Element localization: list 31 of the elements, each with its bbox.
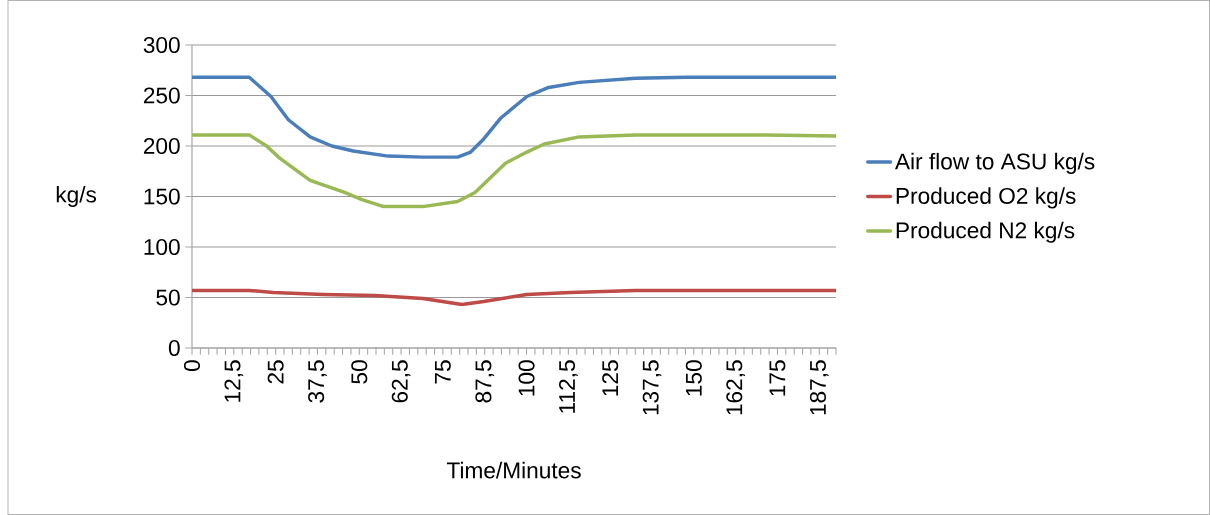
x-tick-label: 162,5 (726, 360, 746, 415)
x-tick-label: 187,5 (809, 360, 829, 415)
x-axis-title: Time/Minutes (446, 461, 581, 479)
x-tick-label: 0 (183, 360, 201, 372)
y-tick-label: 100 (144, 238, 180, 256)
y-tick-label: 150 (144, 188, 180, 205)
y-tick-label: 200 (143, 137, 180, 155)
x-tick-label: 150 (685, 360, 702, 396)
y-tick-label: 250 (143, 87, 180, 104)
legend-label: Produced O2 kg/s (896, 187, 1076, 209)
x-tick-label: 25 (267, 360, 284, 384)
y-tick-label: 50 (156, 289, 180, 306)
y-tick-label: 0 (168, 339, 180, 357)
y-axis-title: kg/s (56, 185, 97, 208)
line-series (192, 133, 836, 209)
x-tick-label: 100 (518, 360, 535, 396)
legend-label: Air flow to ASU kg/s (894, 152, 1095, 174)
line-series (192, 288, 836, 307)
x-tick-label: 50 (351, 360, 368, 384)
legend-label: Produced N2 kg/s (896, 221, 1075, 243)
x-tick-label: 75 (435, 360, 451, 384)
x-tick-label: 137,5 (642, 360, 662, 415)
x-tick-label: 62,5 (391, 360, 411, 403)
x-tick-label: 12,5 (224, 360, 244, 402)
x-tick-label: 37,5 (308, 360, 327, 403)
x-tick-label: 87,5 (475, 360, 495, 403)
x-tick-label: 175 (769, 360, 786, 396)
x-tick-label: 112,5 (559, 360, 578, 413)
x-tick-label: 125 (602, 360, 619, 396)
line-series (192, 75, 836, 159)
y-tick-label: 300 (143, 36, 180, 54)
